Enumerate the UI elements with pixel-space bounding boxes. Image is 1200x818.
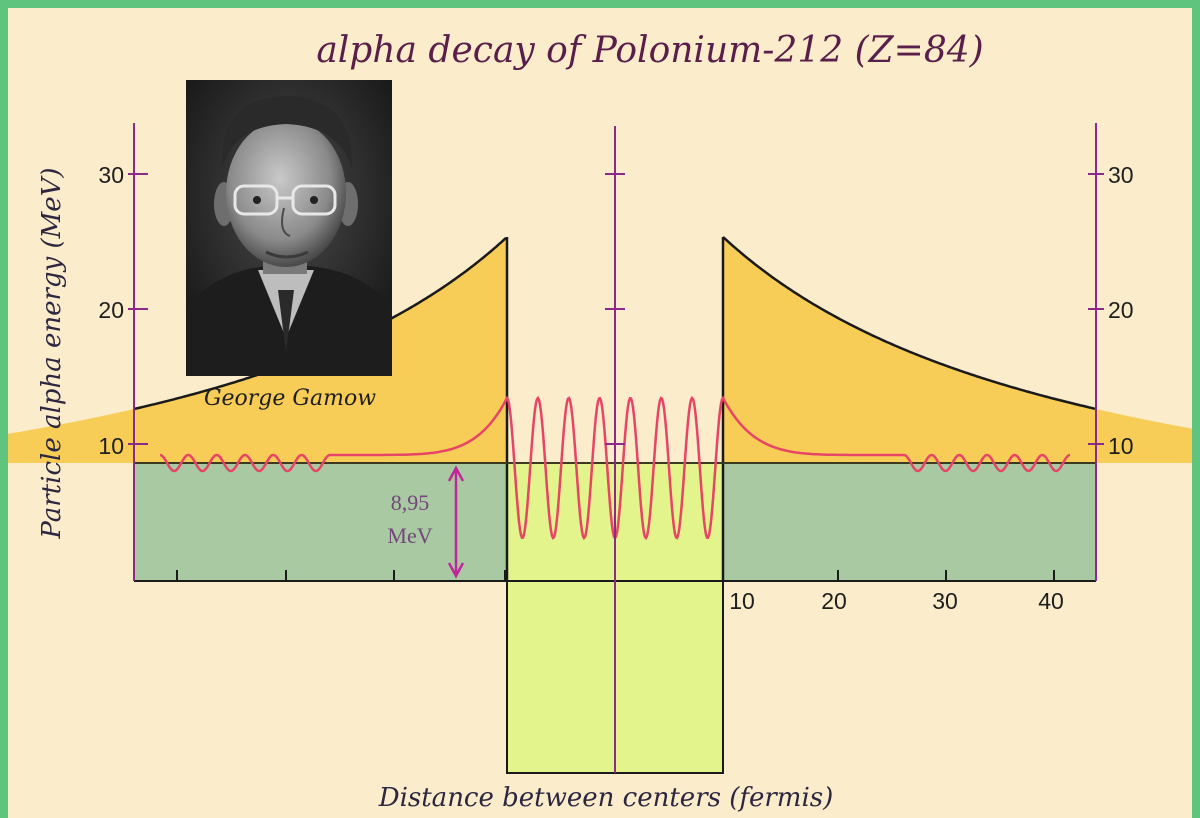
y-tick-label-right-20: 20 [1108, 297, 1134, 323]
energy-band-right [723, 463, 1096, 581]
energy-annotation-value: 8,95 [391, 490, 430, 515]
diagram-frame: alpha decay of Polonium-212 (Z=84) 30 20… [8, 8, 1192, 818]
portrait-caption: George Gamow [204, 386, 376, 411]
axis-ticks [128, 173, 1104, 581]
y-tick-label-left-30: 30 [98, 162, 124, 188]
y-tick-label-right-10: 10 [1108, 433, 1134, 459]
x-tick-label-20: 20 [821, 588, 847, 614]
portrait [186, 80, 392, 376]
x-axis-title: Distance between centers (fermis) [378, 783, 834, 813]
coulomb-potential-right [722, 236, 1096, 411]
energy-arrow [447, 465, 465, 579]
diagram-title: alpha decay of Polonium-212 (Z=84) [316, 30, 983, 71]
y-tick-label-right-30: 30 [1108, 162, 1134, 188]
y-tick-label-left-20: 20 [98, 297, 124, 323]
alpha-decay-diagram: alpha decay of Polonium-212 (Z=84) 30 20… [8, 30, 1192, 813]
x-tick-label-40: 40 [1038, 588, 1064, 614]
y-tick-label-left-10: 10 [98, 433, 124, 459]
coulomb-barrier-left [8, 237, 507, 463]
y-axis-title: Particle alpha energy (MeV) [37, 167, 67, 539]
energy-band-left [134, 463, 507, 581]
x-tick-label-30: 30 [932, 588, 958, 614]
coulomb-barrier-right [723, 237, 1192, 463]
x-tick-label-10: 10 [729, 588, 755, 614]
energy-annotation-unit: MeV [387, 523, 432, 548]
